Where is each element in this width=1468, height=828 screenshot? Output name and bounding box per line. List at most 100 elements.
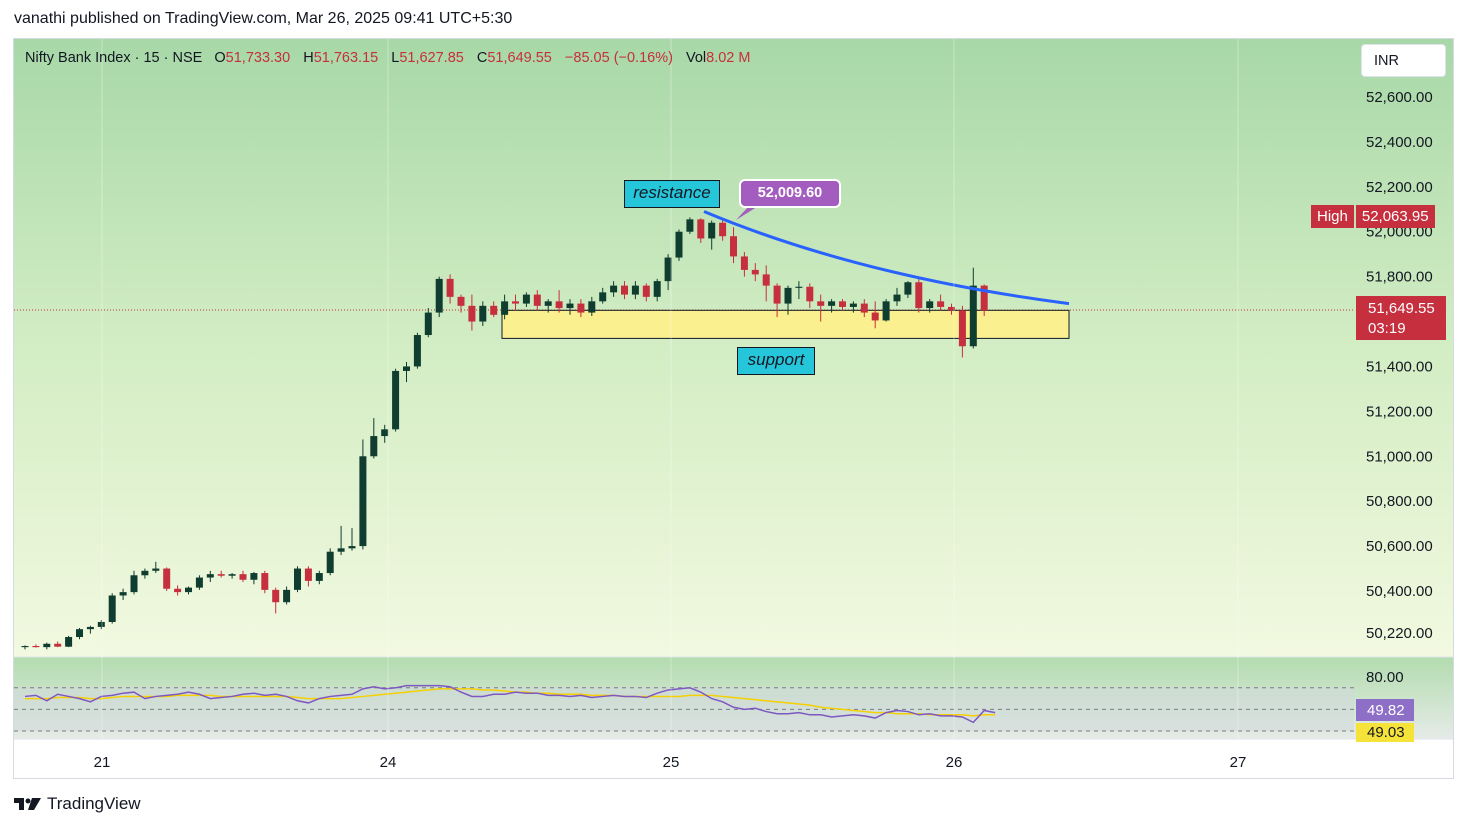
last-price-value: 51,649.55 xyxy=(1368,300,1435,317)
time-tick-label-21: 21 xyxy=(94,754,111,771)
price-tick-label-9: 50,600.00 xyxy=(1366,538,1433,555)
price-tick-label-0: 52,600.00 xyxy=(1366,89,1433,106)
candle-body-68 xyxy=(762,274,770,286)
candle-body-12 xyxy=(152,568,160,571)
candle-body-51 xyxy=(577,303,585,313)
price-axis[interactable]: 52,600.0052,400.0052,200.0052,000.0051,8… xyxy=(1366,89,1433,642)
time-axis[interactable]: 21 24 25 26 27 xyxy=(94,39,1247,771)
candle-body-79 xyxy=(882,301,890,321)
candle-body-18 xyxy=(217,574,225,576)
candle-body-70 xyxy=(784,287,792,304)
candle-body-57 xyxy=(642,285,650,297)
rsi-indicator xyxy=(24,684,996,724)
candle-body-20 xyxy=(239,574,247,580)
candle-body-71 xyxy=(795,286,803,288)
candle-body-15 xyxy=(185,587,192,593)
rsi-tick-label: 80.00 xyxy=(1366,669,1404,686)
currency-button[interactable]: INR xyxy=(1361,44,1446,77)
rsi-value-tag: 49.82 xyxy=(1356,699,1414,721)
price-tick-label-4: 51,800.00 xyxy=(1366,269,1433,286)
candle-body-9 xyxy=(119,592,127,596)
candle-body-35 xyxy=(403,366,410,371)
candle-body-82 xyxy=(915,282,923,309)
candle-body-48 xyxy=(544,301,552,306)
candle-body-52 xyxy=(588,301,596,313)
resistance-label[interactable]: resistance xyxy=(624,180,720,208)
candle-body-17 xyxy=(206,574,214,578)
candle-body-7 xyxy=(97,621,105,627)
candle-body-49 xyxy=(555,301,563,309)
price-tick-label-10: 50,400.00 xyxy=(1366,583,1433,600)
candle-body-45 xyxy=(512,301,519,304)
high-tag-value: 52,063.95 xyxy=(1355,205,1435,228)
candle-body-38 xyxy=(435,278,443,313)
candle-body-54 xyxy=(610,285,618,293)
candle-body-16 xyxy=(195,577,203,588)
low-label: L xyxy=(391,50,400,66)
close-label: C xyxy=(476,50,488,66)
resistance-trendline[interactable] xyxy=(703,210,1070,306)
candle-body-21 xyxy=(250,573,258,580)
candle-body-39 xyxy=(446,278,454,297)
candle-body-58 xyxy=(653,281,661,297)
candle-body-44 xyxy=(501,301,509,315)
support-label[interactable]: support xyxy=(737,347,815,375)
rsi-band xyxy=(14,687,1354,731)
symbol-label[interactable]: Nifty Bank Index · 15 · NSE xyxy=(25,50,203,66)
time-tick-label-24: 24 xyxy=(380,754,397,771)
candle-body-25 xyxy=(294,568,301,590)
candle-body-27 xyxy=(315,573,323,581)
footer-brand: TradingView xyxy=(14,794,141,814)
candle-body-5 xyxy=(76,629,83,638)
price-tick-label-2: 52,200.00 xyxy=(1366,179,1433,196)
bar-countdown: 03:19 xyxy=(1368,320,1406,337)
candle-body-0 xyxy=(21,646,29,648)
candle-body-37 xyxy=(424,312,432,336)
candle-body-28 xyxy=(326,551,334,574)
candle-body-76 xyxy=(849,303,857,307)
candle-body-77 xyxy=(860,303,868,313)
candle-body-61 xyxy=(686,219,694,232)
time-tick-label-25: 25 xyxy=(663,754,680,771)
time-tick-label-26: 26 xyxy=(946,754,963,771)
candle-body-81 xyxy=(904,282,912,295)
publisher-line: vanathi published on TradingView.com, Ma… xyxy=(14,10,513,27)
price-callout[interactable]: 52,009.60 xyxy=(739,179,841,208)
ohlc-legend: Nifty Bank Index · 15 · NSE O51,733.30 H… xyxy=(25,50,759,66)
candle-body-83 xyxy=(926,301,934,309)
rsi-ma-value-tag: 49.03 xyxy=(1356,723,1414,742)
candle-body-26 xyxy=(304,568,312,581)
candlestick-series xyxy=(21,217,988,650)
candle-body-56 xyxy=(631,285,639,295)
candle-body-10 xyxy=(130,575,138,593)
candle-body-87 xyxy=(969,285,977,347)
time-tick-label-27: 27 xyxy=(1230,754,1247,771)
open-label: O xyxy=(214,50,226,66)
rsi-ma-line xyxy=(25,688,996,717)
price-pane-background xyxy=(14,39,1453,657)
candle-body-40 xyxy=(457,296,465,306)
candle-body-4 xyxy=(65,637,73,647)
candle-body-47 xyxy=(533,294,541,306)
candle-body-74 xyxy=(828,301,836,306)
candle-body-46 xyxy=(522,294,530,304)
candle-body-6 xyxy=(86,626,94,630)
candle-body-86 xyxy=(958,310,966,347)
candle-body-75 xyxy=(839,301,846,307)
candle-body-63 xyxy=(708,222,716,239)
high-value: 51,763.15 xyxy=(313,50,379,66)
candle-body-62 xyxy=(697,219,705,239)
candle-body-32 xyxy=(370,436,378,457)
candle-body-55 xyxy=(621,285,628,295)
callout-pointer xyxy=(736,205,760,220)
candle-body-11 xyxy=(141,570,149,576)
high-label: H xyxy=(303,50,314,66)
candle-body-2 xyxy=(43,643,51,648)
high-price-tag: High 52,063.95 xyxy=(1311,205,1435,228)
candle-body-80 xyxy=(893,294,901,302)
candle-body-22 xyxy=(261,573,269,590)
candle-body-88 xyxy=(980,285,988,311)
candle-body-41 xyxy=(468,305,476,322)
candle-body-84 xyxy=(937,301,945,307)
